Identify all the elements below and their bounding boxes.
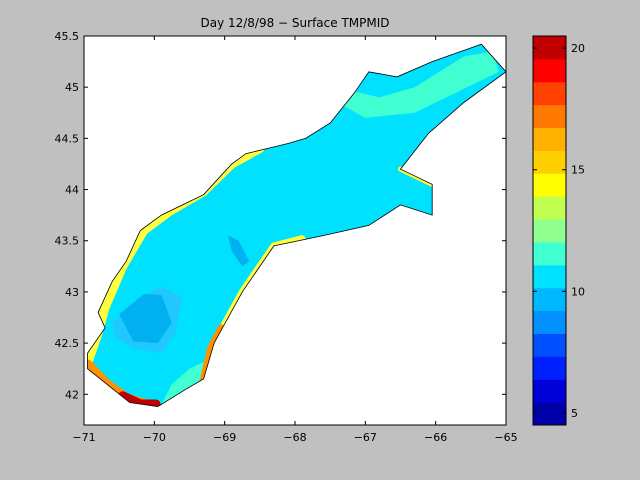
colorbar-band	[533, 402, 566, 426]
y-tick-label: 44	[65, 184, 79, 197]
y-tick-label: 43	[65, 286, 79, 299]
x-tick-label: −68	[283, 431, 306, 444]
colorbar-band	[533, 127, 566, 151]
colorbar-band	[533, 104, 566, 129]
colorbar-bands	[533, 36, 566, 426]
colorbar-tick-label: 20	[571, 42, 585, 55]
main-plot: −71 −70 −69 −68 −67 −66 −65 42 42.5 43 43.5 44 44.5…	[55, 16, 518, 444]
colorbar-tick-label: 15	[571, 164, 585, 177]
colorbar: 5 10 15 20	[532, 35, 585, 426]
colorbar-band	[533, 196, 566, 220]
x-tick-label: −65	[494, 431, 517, 444]
x-tick-label: −70	[143, 431, 166, 444]
colorbar-band	[533, 333, 566, 357]
x-tick-label: −71	[72, 431, 95, 444]
temperature-region-2	[228, 235, 250, 267]
y-tick-label: 45	[65, 81, 79, 94]
colorbar-ticks: 5 10 15 20	[533, 42, 585, 420]
x-tick-label: −69	[213, 431, 236, 444]
x-tick-label: −67	[354, 431, 377, 444]
y-axis: 42 42.5 43 43.5 44 44.5 45 45.5	[55, 30, 506, 401]
colorbar-band	[533, 287, 566, 312]
domain-fill	[87, 44, 506, 407]
colorbar-band	[533, 241, 566, 266]
temperature-map	[87, 43, 507, 408]
colorbar-frame	[532, 35, 567, 426]
colorbar-band	[533, 379, 566, 403]
colorbar-band	[533, 150, 566, 174]
colorbar-band	[533, 36, 566, 60]
temperature-region-4	[161, 358, 211, 405]
colorbar-band	[533, 310, 566, 334]
y-tick-label: 43.5	[55, 235, 80, 248]
colorbar-tick-label: 5	[571, 407, 578, 420]
y-tick-label: 42.5	[55, 337, 80, 350]
colorbar-tick-label: 10	[571, 285, 585, 298]
y-tick-label: 44.5	[55, 132, 80, 145]
chart-title: Day 12/8/98 − Surface TMPMID	[200, 16, 389, 30]
coastline	[87, 43, 507, 408]
y-tick-label: 42	[65, 388, 79, 401]
colorbar-band	[533, 81, 566, 106]
colorbar-band	[533, 356, 566, 380]
x-tick-label: −66	[424, 431, 447, 444]
temperature-region-1	[119, 294, 172, 344]
y-tick-label: 45.5	[55, 30, 80, 43]
colorbar-band	[533, 264, 566, 289]
colorbar-band	[533, 58, 566, 83]
coastal-fringe-2	[200, 324, 225, 383]
x-axis: −71 −70 −69 −68 −67 −66 −65	[72, 36, 518, 444]
colorbar-band	[533, 219, 566, 243]
temperature-region-3	[337, 51, 499, 118]
colorbar-band	[533, 173, 566, 197]
